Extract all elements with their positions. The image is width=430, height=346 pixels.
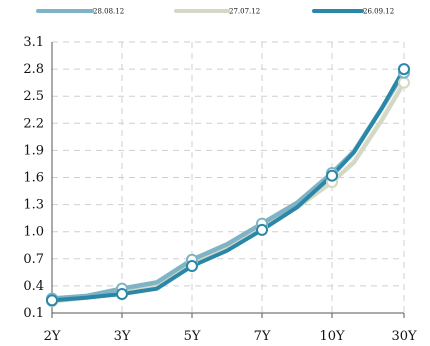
y-tick-label: 2.8 bbox=[23, 62, 44, 77]
series-line-26-09-12 bbox=[50, 67, 406, 303]
x-tick-label: 5Y bbox=[184, 329, 201, 344]
legend-label: 27.07.12 bbox=[229, 8, 260, 16]
legend-label: 28.08.12 bbox=[93, 8, 124, 16]
y-tick-label: 3.1 bbox=[23, 35, 44, 50]
y-tick-label: 2.2 bbox=[23, 116, 44, 131]
x-tick-label: 3Y bbox=[114, 329, 131, 344]
x-tick-label: 10Y bbox=[319, 329, 345, 344]
series-point-27-07-12 bbox=[398, 76, 410, 89]
y-tick-label: 1.3 bbox=[23, 198, 44, 213]
series-point-26-09-12 bbox=[46, 294, 58, 307]
legend-label: 26.09.12 bbox=[363, 8, 394, 16]
series-point-26-09-12 bbox=[326, 169, 338, 182]
x-tick-label: 30Y bbox=[391, 329, 417, 344]
series-point-26-09-12 bbox=[116, 288, 128, 301]
series-line-28-08-12 bbox=[49, 70, 407, 301]
y-tick-label: 0.1 bbox=[23, 306, 44, 321]
series-point-26-09-12 bbox=[398, 63, 410, 76]
series-point-26-09-12 bbox=[256, 223, 268, 236]
series-point-26-09-12 bbox=[186, 260, 198, 273]
series-line-27-07-12 bbox=[49, 80, 407, 304]
x-tick-label: 2Y bbox=[44, 329, 61, 344]
y-tick-label: 0.4 bbox=[23, 279, 44, 294]
y-tick-label: 0.7 bbox=[23, 252, 44, 267]
y-tick-label: 1.9 bbox=[23, 143, 44, 158]
y-tick-label: 1.0 bbox=[23, 225, 44, 240]
y-tick-label: 2.5 bbox=[23, 89, 44, 104]
x-tick-label: 7Y bbox=[254, 329, 271, 344]
y-tick-label: 1.6 bbox=[23, 171, 44, 186]
